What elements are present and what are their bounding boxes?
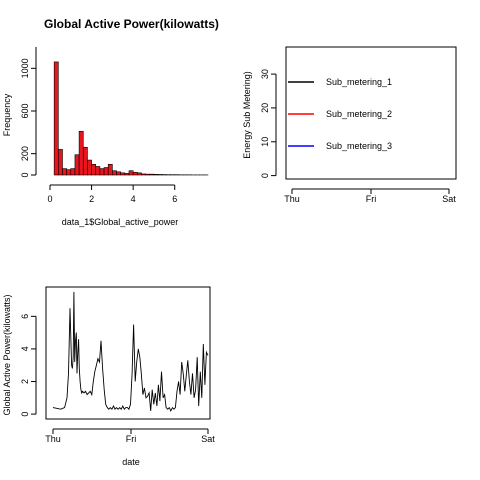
histogram-bar (154, 174, 158, 175)
histogram-bar (96, 166, 100, 175)
histogram-panel: Global Active Power(kilowatts) 0 200 600 10… (2, 17, 219, 227)
legend-label: Sub_metering_3 (326, 141, 392, 151)
histogram-y-tick-label: 1000 (20, 58, 30, 78)
histogram-bar (62, 169, 66, 175)
histogram-y-axis: 0 200 600 1000 (20, 47, 36, 178)
histogram-x-tick-label: 4 (131, 194, 136, 204)
histogram-bar (67, 170, 71, 175)
histogram-bar (150, 174, 154, 175)
histogram-x-tick-label: 6 (172, 194, 177, 204)
histogram-bar (137, 173, 141, 175)
legend-label: Sub_metering_1 (326, 77, 392, 87)
histogram-bar (92, 164, 96, 175)
sub-metering-panel: 0 10 20 30 Thu Fri Sat Energy Sub Metering) S… (242, 47, 456, 204)
sub-metering-x-axis: Thu Fri Sat (284, 189, 456, 204)
histogram-bar (158, 174, 162, 175)
power-time-plot-box (46, 287, 210, 419)
power-time-y-tick-label: 2 (20, 379, 30, 384)
sub-metering-y-tick-label: 10 (260, 137, 270, 147)
sub-metering-y-axis: 0 10 20 30 (260, 69, 276, 178)
histogram-bar (79, 131, 83, 175)
sub-metering-x-tick-label: Sat (442, 194, 456, 204)
histogram-bar (71, 169, 75, 175)
histogram-bar (83, 147, 87, 175)
sub-metering-y-tick-label: 20 (260, 103, 270, 113)
power-time-x-tick-label: Thu (45, 434, 61, 444)
power-time-x-label: date (122, 457, 140, 467)
power-time-y-tick-label: 6 (20, 314, 30, 319)
histogram-y-tick-label: 600 (20, 103, 30, 118)
histogram-x-tick-label: 0 (47, 194, 52, 204)
histogram-x-axis: 0 2 4 6 (47, 185, 177, 204)
histogram-y-tick-label: 0 (20, 172, 30, 177)
sub-metering-y-tick-label: 0 (260, 173, 270, 178)
histogram-bar (108, 164, 112, 175)
power-time-y-tick-label: 4 (20, 346, 30, 351)
histogram-bar (117, 172, 121, 175)
global-active-power-line (53, 292, 208, 411)
histogram-y-tick-label: 200 (20, 146, 30, 161)
sub-metering-x-tick-label: Fri (366, 194, 377, 204)
histogram-bar (87, 160, 91, 175)
histogram-x-label: data_1$Global_active_power (62, 217, 179, 227)
power-time-x-tick-label: Fri (126, 434, 137, 444)
histogram-bar (104, 168, 108, 175)
histogram-bars (54, 62, 208, 175)
histogram-bar (121, 173, 125, 175)
histogram-bar (125, 173, 129, 175)
sub-metering-y-label: Energy Sub Metering) (242, 71, 252, 159)
histogram-bar (75, 155, 79, 175)
power-time-y-label: Global Active Power(kilowatts) (2, 294, 12, 415)
power-time-y-axis: 0 2 4 6 (20, 314, 36, 417)
histogram-bar (112, 171, 116, 175)
power-time-y-tick-label: 0 (20, 412, 30, 417)
legend-label: Sub_metering_2 (326, 109, 392, 119)
histogram-bar (54, 62, 58, 175)
histogram-bar (146, 174, 150, 175)
power-time-x-tick-label: Sat (201, 434, 215, 444)
power-time-x-axis: Thu Fri Sat (45, 429, 215, 444)
histogram-title: Global Active Power(kilowatts) (44, 17, 219, 31)
histogram-bar (133, 172, 137, 175)
histogram-bar (100, 169, 104, 175)
histogram-x-tick-label: 2 (89, 194, 94, 204)
power-time-panel: 0 2 4 6 Thu Fri Sat date Global Active Power(… (2, 287, 215, 467)
sub-metering-legend: Sub_metering_1 Sub_metering_2 Sub_metering… (288, 77, 392, 151)
histogram-bar (58, 149, 62, 175)
sub-metering-y-tick-label: 30 (260, 69, 270, 79)
sub-metering-x-tick-label: Thu (284, 194, 300, 204)
histogram-y-label: Frequency (2, 93, 12, 136)
histogram-bar (141, 174, 145, 175)
histogram-bar (129, 171, 133, 175)
